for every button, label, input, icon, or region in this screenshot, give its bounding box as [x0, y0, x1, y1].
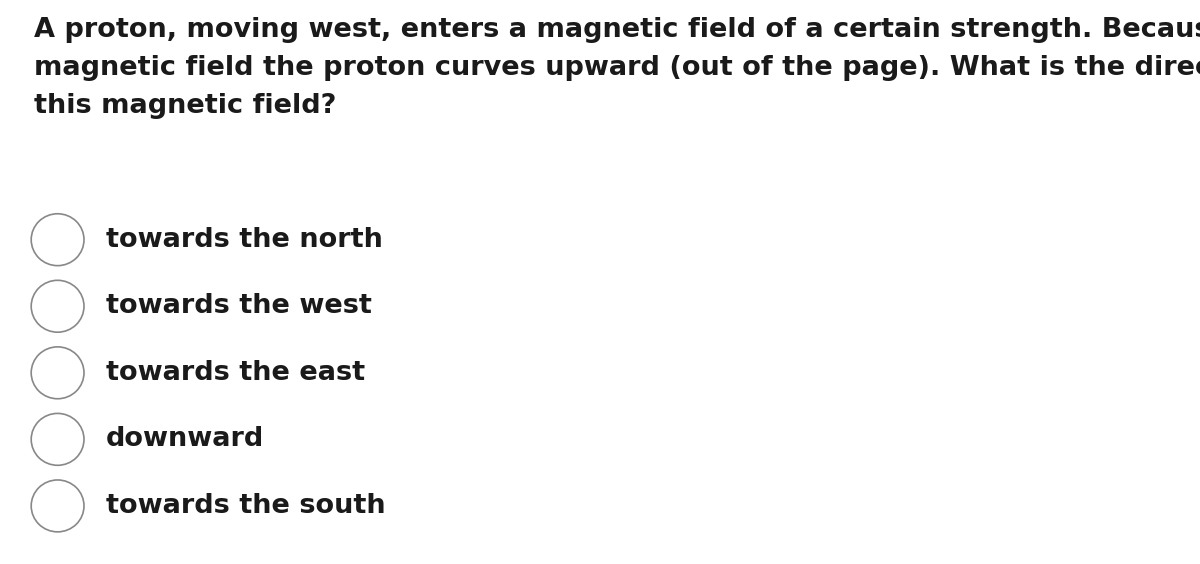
Text: towards the east: towards the east — [106, 360, 365, 386]
Text: A proton, moving west, enters a magnetic field of a certain strength. Because of: A proton, moving west, enters a magnetic… — [34, 17, 1200, 119]
Text: downward: downward — [106, 426, 264, 452]
Text: towards the south: towards the south — [106, 493, 385, 519]
Text: towards the north: towards the north — [106, 227, 383, 253]
Text: towards the west: towards the west — [106, 293, 372, 319]
